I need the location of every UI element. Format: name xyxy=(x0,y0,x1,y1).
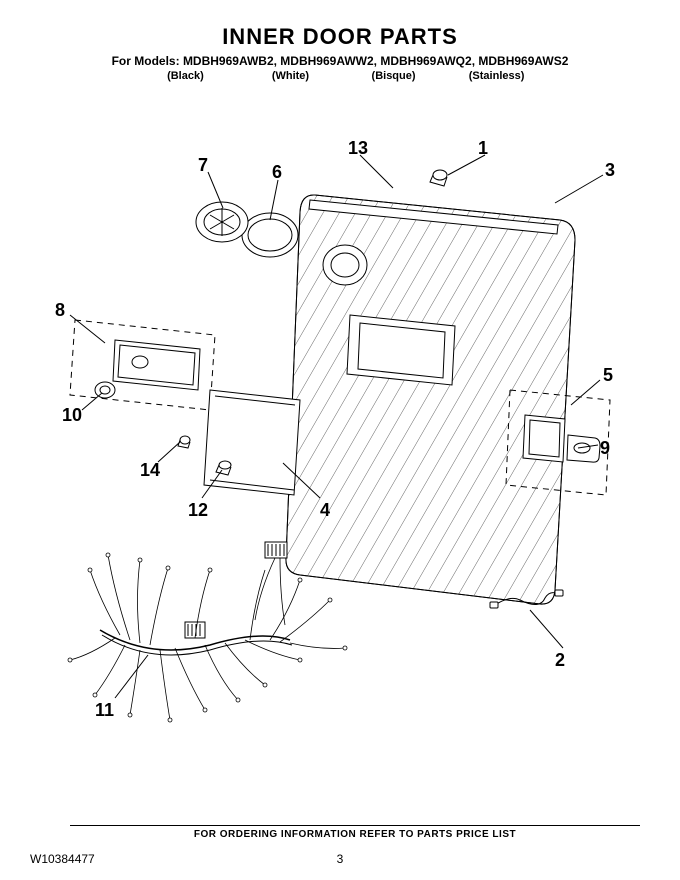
color-3: (Stainless) xyxy=(447,70,547,82)
callout-8: 8 xyxy=(55,300,65,321)
page-number: 3 xyxy=(337,852,344,866)
door-panel xyxy=(286,195,575,604)
document-id: W10384477 xyxy=(30,852,95,866)
model-1: MDBH969AWW2 xyxy=(280,54,373,68)
part-control-module-box xyxy=(70,320,215,410)
models-line: For Models: MDBH969AWB2, MDBH969AWW2, MD… xyxy=(0,54,680,68)
callout-2: 2 xyxy=(555,650,565,671)
callout-13: 13 xyxy=(348,138,368,159)
exploded-diagram xyxy=(0,100,680,800)
part-vent-cap xyxy=(196,202,248,242)
color-0: (Black) xyxy=(133,70,237,82)
callout-4: 4 xyxy=(320,500,330,521)
models-prefix: For Models: xyxy=(112,54,183,68)
color-2: (Bisque) xyxy=(344,70,444,82)
callout-6: 6 xyxy=(272,162,282,183)
header: INNER DOOR PARTS For Models: MDBH969AWB2… xyxy=(0,0,680,82)
footer: FOR ORDERING INFORMATION REFER TO PARTS … xyxy=(70,825,640,840)
diagram-area: 1234567891011121314 xyxy=(0,100,680,800)
callout-14: 14 xyxy=(140,460,160,481)
callout-10: 10 xyxy=(62,405,82,426)
callout-3: 3 xyxy=(605,160,615,181)
diagram-title: INNER DOOR PARTS xyxy=(0,24,680,50)
model-2: MDBH969AWQ2 xyxy=(380,54,471,68)
callout-7: 7 xyxy=(198,155,208,176)
callout-1: 1 xyxy=(478,138,488,159)
callout-5: 5 xyxy=(603,365,613,386)
callout-9: 9 xyxy=(600,438,610,459)
page: INNER DOOR PARTS For Models: MDBH969AWB2… xyxy=(0,0,680,880)
part-screw-top xyxy=(430,170,447,186)
footer-text: FOR ORDERING INFORMATION REFER TO PARTS … xyxy=(194,829,516,840)
callout-12: 12 xyxy=(188,500,208,521)
color-1: (White) xyxy=(240,70,340,82)
part-shield-panel xyxy=(204,390,300,495)
callout-11: 11 xyxy=(95,700,114,721)
model-3: MDBH969AWS2 xyxy=(478,54,568,68)
model-0: MDBH969AWB2 xyxy=(183,54,274,68)
colors-line: (Black) (White) (Bisque) (Stainless) xyxy=(0,70,680,82)
